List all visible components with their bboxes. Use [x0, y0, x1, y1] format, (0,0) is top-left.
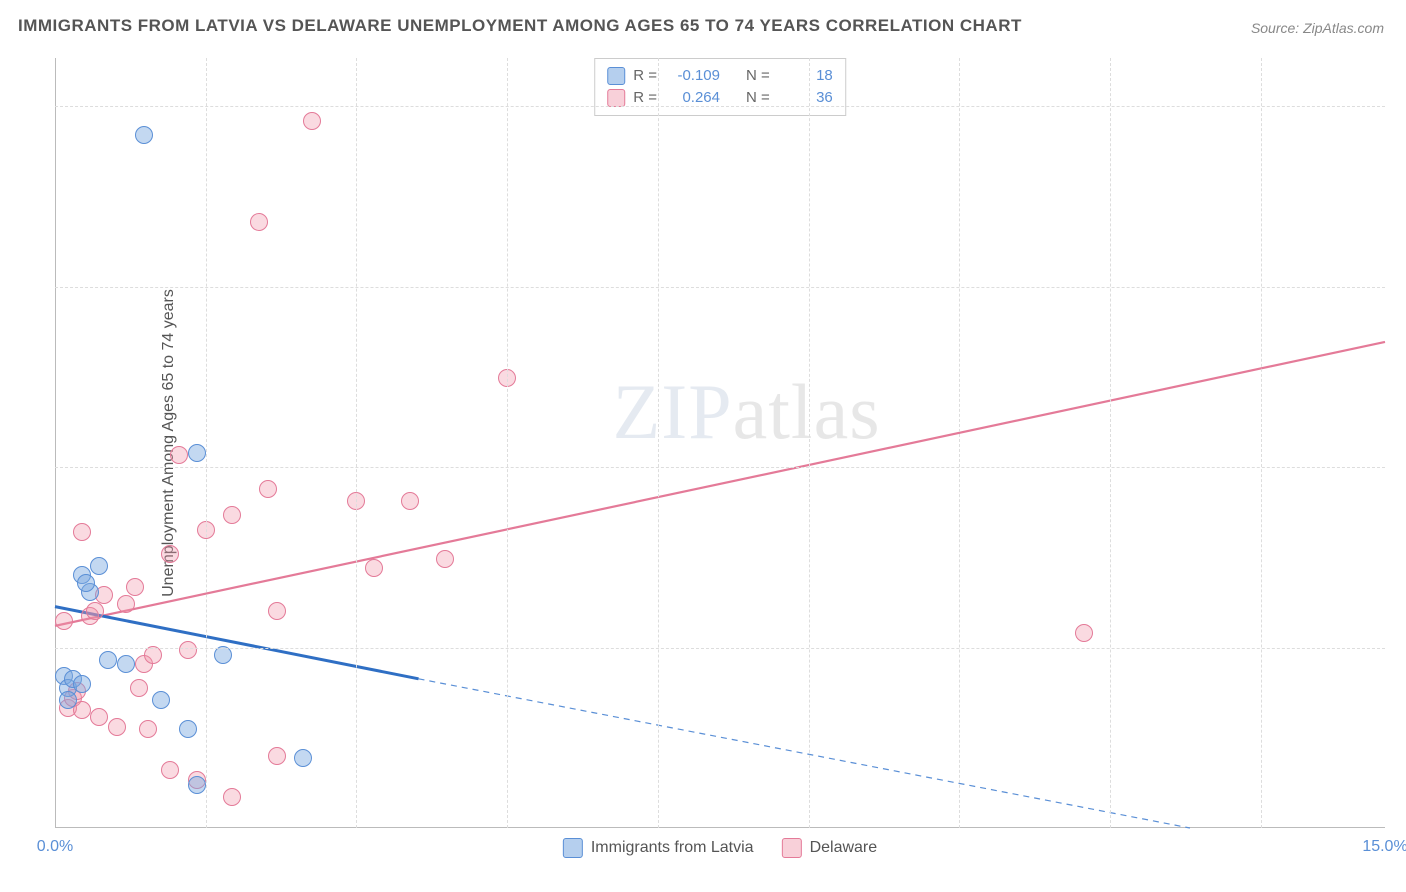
gridline-v: [206, 58, 207, 828]
plot-region: [55, 58, 1385, 828]
source-attribution: Source: ZipAtlas.com: [1251, 20, 1384, 36]
data-point: [86, 602, 104, 620]
data-point: [90, 708, 108, 726]
gridline-v: [1261, 58, 1262, 828]
gridline-h: [55, 287, 1385, 288]
data-point: [161, 545, 179, 563]
trend-lines: [55, 58, 1385, 828]
data-point: [139, 720, 157, 738]
data-point: [77, 574, 95, 592]
data-point: [135, 126, 153, 144]
data-point: [294, 749, 312, 767]
data-point: [188, 444, 206, 462]
r-label: R =: [633, 65, 657, 87]
swatch-pink-icon: [782, 838, 802, 858]
data-point: [55, 612, 73, 630]
r-value-blue: -0.109: [665, 65, 720, 87]
legend-label-blue: Immigrants from Latvia: [591, 839, 754, 857]
data-point: [223, 506, 241, 524]
chart-area: Unemployment Among Ages 65 to 74 years Z…: [55, 58, 1385, 828]
gridline-h: [55, 106, 1385, 107]
swatch-blue-icon: [563, 838, 583, 858]
data-point: [59, 691, 77, 709]
data-point: [73, 523, 91, 541]
n-value-blue: 18: [778, 65, 833, 87]
swatch-blue-icon: [607, 67, 625, 85]
data-point: [152, 691, 170, 709]
series-legend: Immigrants from Latvia Delaware: [563, 838, 877, 858]
data-point: [259, 480, 277, 498]
data-point: [223, 788, 241, 806]
data-point: [365, 559, 383, 577]
data-point: [268, 747, 286, 765]
gridline-h: [55, 467, 1385, 468]
data-point: [1075, 624, 1093, 642]
x-tick-label: 0.0%: [37, 838, 73, 856]
chart-title: IMMIGRANTS FROM LATVIA VS DELAWARE UNEMP…: [18, 16, 1022, 36]
legend-label-pink: Delaware: [810, 839, 878, 857]
data-point: [250, 213, 268, 231]
gridline-h: [55, 648, 1385, 649]
legend-item-pink: Delaware: [782, 838, 878, 858]
gridline-v: [507, 58, 508, 828]
x-tick-label: 15.0%: [1362, 838, 1406, 856]
data-point: [179, 720, 197, 738]
data-point: [73, 675, 91, 693]
swatch-pink-icon: [607, 89, 625, 107]
gridline-v: [1110, 58, 1111, 828]
data-point: [303, 112, 321, 130]
gridline-v: [356, 58, 357, 828]
data-point: [188, 776, 206, 794]
data-point: [401, 492, 419, 510]
data-point: [170, 446, 188, 464]
data-point: [90, 557, 108, 575]
data-point: [179, 641, 197, 659]
gridline-v: [959, 58, 960, 828]
data-point: [117, 595, 135, 613]
gridline-v: [809, 58, 810, 828]
n-label: N =: [746, 65, 770, 87]
data-point: [117, 655, 135, 673]
gridline-v: [658, 58, 659, 828]
data-point: [436, 550, 454, 568]
data-point: [108, 718, 126, 736]
data-point: [161, 761, 179, 779]
legend-item-blue: Immigrants from Latvia: [563, 838, 754, 858]
data-point: [130, 679, 148, 697]
data-point: [268, 602, 286, 620]
data-point: [99, 651, 117, 669]
legend-row-blue: R = -0.109 N = 18: [607, 65, 833, 87]
data-point: [126, 578, 144, 596]
